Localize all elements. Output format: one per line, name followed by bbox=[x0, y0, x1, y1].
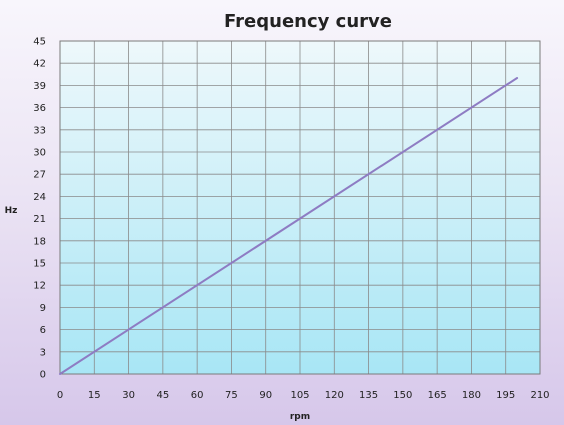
y-tick-label: 39 bbox=[33, 81, 46, 92]
x-tick-label: 180 bbox=[462, 390, 481, 401]
x-axis-label: rpm bbox=[290, 412, 310, 422]
plot-border bbox=[59, 40, 541, 375]
grid-lines bbox=[59, 40, 541, 375]
y-tick-label: 45 bbox=[33, 37, 46, 48]
y-tick-label: 21 bbox=[33, 214, 46, 225]
y-tick-label: 36 bbox=[33, 103, 46, 114]
y-tick-label: 27 bbox=[33, 170, 46, 181]
chart-title: Frequency curve bbox=[224, 11, 392, 32]
y-tick-label: 3 bbox=[40, 347, 46, 358]
x-axis-ticks: 0 15 30 45 60 75 90 105 120 135 150 165 180 195 210 bbox=[57, 390, 550, 401]
y-tick-label: 6 bbox=[40, 325, 46, 336]
y-tick-label: 9 bbox=[40, 303, 46, 314]
y-tick-label: 30 bbox=[33, 148, 46, 159]
y-tick-label: 33 bbox=[33, 125, 46, 136]
x-tick-label: 60 bbox=[191, 390, 204, 401]
y-tick-label: 24 bbox=[33, 192, 46, 203]
x-tick-label: 120 bbox=[325, 390, 344, 401]
y-tick-label: 0 bbox=[40, 370, 46, 381]
x-tick-label: 0 bbox=[57, 390, 63, 401]
x-tick-label: 210 bbox=[530, 390, 549, 401]
x-tick-label: 165 bbox=[428, 390, 447, 401]
y-tick-label: 42 bbox=[33, 59, 46, 70]
x-tick-label: 135 bbox=[359, 390, 378, 401]
y-tick-label: 12 bbox=[33, 281, 46, 292]
x-tick-label: 45 bbox=[156, 390, 169, 401]
y-axis-label: Hz bbox=[5, 206, 18, 216]
x-tick-label: 90 bbox=[259, 390, 272, 401]
y-tick-label: 15 bbox=[33, 259, 46, 270]
series-layer bbox=[59, 77, 519, 375]
x-tick-label: 105 bbox=[290, 390, 309, 401]
x-tick-label: 75 bbox=[225, 390, 238, 401]
x-tick-label: 150 bbox=[393, 390, 412, 401]
x-tick-label: 195 bbox=[496, 390, 515, 401]
x-tick-label: 15 bbox=[88, 390, 101, 401]
y-tick-label: 18 bbox=[33, 236, 46, 247]
x-tick-label: 30 bbox=[122, 390, 135, 401]
series-line bbox=[59, 77, 519, 375]
